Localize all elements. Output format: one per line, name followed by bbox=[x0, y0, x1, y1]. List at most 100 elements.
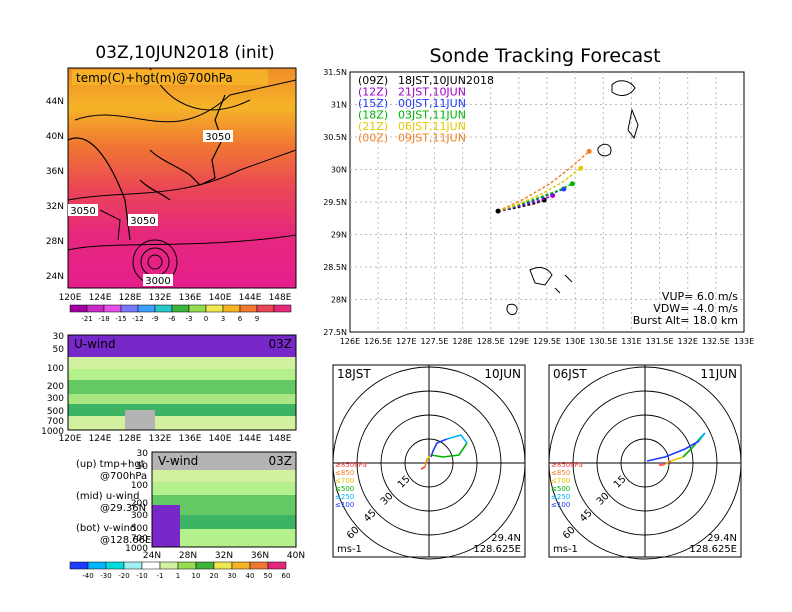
legend-code: (21Z) bbox=[358, 120, 388, 133]
lat-tick-label: 24N bbox=[143, 551, 161, 561]
legend-line: @700hPa bbox=[100, 471, 147, 482]
colorbar-label: 20 bbox=[210, 572, 219, 580]
right-title: Sonde Tracking Forecast bbox=[429, 45, 660, 67]
y-tick-label: 30N bbox=[331, 166, 347, 175]
pressure-tick-label: 50 bbox=[137, 462, 149, 472]
colorbar-label: 40 bbox=[246, 572, 255, 580]
colorbar-swatch bbox=[273, 304, 292, 313]
lat-tick-label: 36N bbox=[251, 551, 269, 561]
colorbar-swatch bbox=[239, 304, 258, 313]
vdw-text: VDW= -4.0 m/s bbox=[653, 302, 738, 315]
lat-tick-label: 32N bbox=[46, 202, 64, 212]
pressure-tick-label: 100 bbox=[131, 481, 148, 491]
colorbar-label: 60 bbox=[282, 572, 291, 580]
pressure-tick-label: 200 bbox=[131, 499, 148, 509]
hodograph-segment bbox=[420, 466, 426, 470]
colorbar-label: -1 bbox=[157, 572, 164, 580]
track-end-point bbox=[586, 148, 592, 154]
lat-tick-label: 44N bbox=[46, 97, 64, 107]
contour-labels: 3050 3050 3050 3000 bbox=[68, 130, 233, 287]
map-lon-ticks: 120E 124E 128E 132E 136E 140E 144E 148E bbox=[59, 293, 292, 303]
x-tick-label: 132E bbox=[678, 337, 698, 346]
lon-tick-label: 140E bbox=[209, 434, 232, 444]
colorbar-label: -12 bbox=[132, 315, 143, 323]
colorbar-swatch bbox=[123, 561, 143, 570]
u-wind-panel bbox=[67, 334, 297, 431]
lat-tick-label: 40N bbox=[287, 551, 305, 561]
polar-unit: ms-1 bbox=[337, 544, 362, 555]
legend-line: @128.66E bbox=[100, 535, 151, 546]
pressure-tick-label: 700 bbox=[131, 534, 148, 544]
level-label: ≤850 bbox=[551, 469, 570, 477]
polar-date: 10JUN bbox=[484, 367, 521, 381]
lon-tick-label: 144E bbox=[239, 434, 262, 444]
x-tick-label: 131E bbox=[621, 337, 641, 346]
v-wind-time: 03Z bbox=[269, 454, 293, 468]
legend-time: 06JST,11JUN bbox=[398, 120, 466, 133]
level-label: ≤250 bbox=[335, 493, 354, 501]
y-tick-label: 31N bbox=[331, 101, 347, 110]
lon-tick-label: 136E bbox=[179, 434, 202, 444]
colorbar-swatch bbox=[188, 304, 207, 313]
legend-line: (up) tmp+hgt bbox=[76, 459, 145, 470]
level-label: ≤250 bbox=[551, 493, 570, 501]
x-tick-label: 132.5E bbox=[702, 337, 730, 346]
lon-tick-label: 124E bbox=[89, 434, 112, 444]
y-tick-label: 31.5N bbox=[323, 68, 347, 77]
pressure-tick-label: 300 bbox=[131, 511, 148, 521]
pressure-tick-label: 1000 bbox=[41, 427, 64, 437]
colorbar-swatch bbox=[205, 304, 224, 313]
colorbar-swatch bbox=[177, 561, 197, 570]
pressure-tick-label: 1000 bbox=[125, 544, 148, 554]
lon-tick-label: 124E bbox=[89, 293, 112, 303]
v-lat-ticks: 24N 28N 32N 36N 40N bbox=[143, 551, 305, 561]
lon-tick-label: 140E bbox=[209, 293, 232, 303]
map-label: temp(C)+hgt(m)@700hPa bbox=[76, 71, 233, 85]
lat-tick-label: 36N bbox=[46, 167, 64, 177]
y-tick-label: 29.5N bbox=[323, 198, 347, 207]
lon-tick-label: 120E bbox=[59, 293, 82, 303]
colorbar-swatch bbox=[69, 304, 88, 313]
pressure-tick-label: 500 bbox=[47, 407, 64, 417]
polar-lat: 29.4N bbox=[707, 533, 737, 544]
track-legend: (09Z) 18JST,10JUN2018 (12Z) 21JST,10JUN (15Z… bbox=[358, 74, 494, 145]
contour-label: 3050 bbox=[130, 216, 155, 227]
colorbar-label: 3 bbox=[221, 315, 225, 323]
colorbar-swatch bbox=[195, 561, 215, 570]
u-wind-time: 03Z bbox=[269, 337, 293, 351]
hodograph-segment bbox=[430, 442, 468, 458]
legend-code: (15Z) bbox=[358, 97, 388, 110]
colorbar-swatch bbox=[103, 304, 122, 313]
colorbar-swatch bbox=[86, 304, 105, 313]
track-end-point bbox=[569, 181, 575, 187]
hodograph-segment bbox=[646, 440, 700, 462]
colorbar-label: 9 bbox=[255, 315, 259, 323]
launch-point bbox=[495, 208, 501, 214]
colorbar-swatch bbox=[120, 304, 139, 313]
colorbar-swatch bbox=[267, 561, 287, 570]
colorbar-label: 10 bbox=[192, 572, 201, 580]
y-tick-label: 27.5N bbox=[323, 328, 347, 337]
legend-code: (09Z) bbox=[358, 74, 388, 87]
colorbar-swatch bbox=[69, 561, 89, 570]
lon-tick-label: 136E bbox=[179, 293, 202, 303]
colorbar-swatch bbox=[87, 561, 107, 570]
contour-label: 3050 bbox=[205, 132, 230, 143]
colorbar-label: -10 bbox=[136, 572, 147, 580]
colorbar-label: -40 bbox=[82, 572, 93, 580]
vup-text: VUP= 6.0 m/s bbox=[662, 290, 738, 303]
x-tick-label: 126.5E bbox=[364, 337, 392, 346]
level-label: ≤700 bbox=[335, 477, 354, 485]
track-coast bbox=[506, 80, 639, 315]
lat-tick-label: 24N bbox=[46, 272, 64, 282]
hodograph-segment bbox=[430, 438, 448, 458]
colorbar-swatch bbox=[231, 561, 251, 570]
pressure-tick-label: 700 bbox=[47, 417, 64, 427]
x-tick-label: 126E bbox=[340, 337, 360, 346]
level-label: ≥850hPa bbox=[551, 461, 583, 469]
hodograph-segment bbox=[446, 434, 468, 444]
